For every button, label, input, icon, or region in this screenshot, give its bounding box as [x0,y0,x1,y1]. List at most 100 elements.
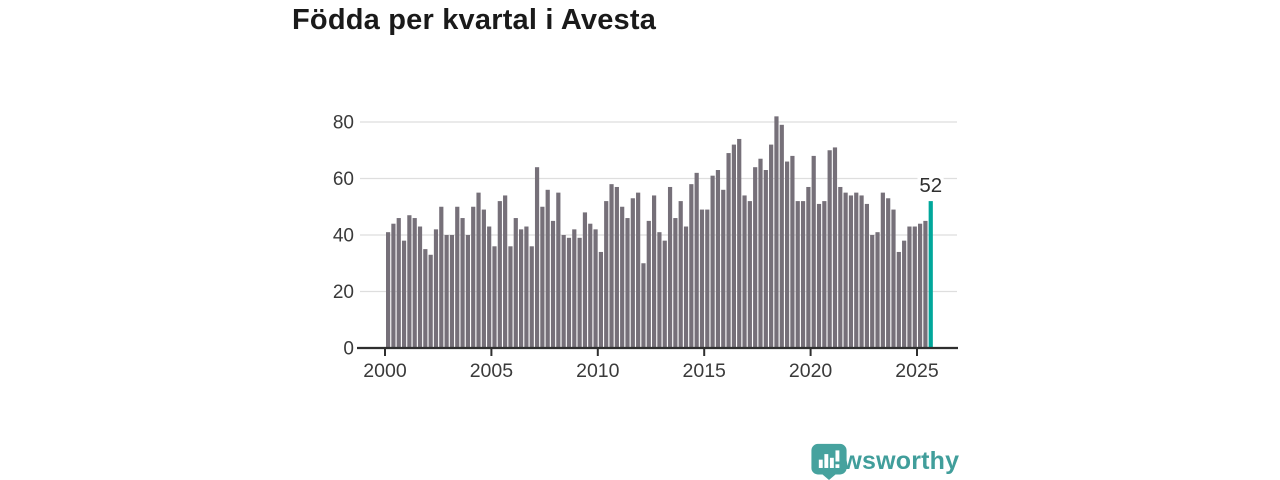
highlight-bar [928,201,933,348]
bar [657,232,662,349]
bar [481,209,486,348]
bar [614,186,619,348]
bar [886,198,891,348]
logo-exclamation-stem [835,450,840,462]
bar [731,144,736,348]
logo-bar-short [818,459,823,468]
bar [620,206,625,348]
bar [449,235,455,348]
bar [460,218,465,348]
bar [870,235,875,348]
bar [566,237,572,348]
y-tick-label-0: 0 [343,339,354,360]
bar [747,201,752,348]
bar [630,198,635,348]
y-tick-label-20: 20 [333,282,354,303]
bar [519,229,524,348]
bar [556,192,561,349]
y-tick-label-80: 80 [333,113,354,134]
bar [524,226,529,348]
bar [705,209,710,348]
bar [763,170,768,348]
bar [604,201,609,348]
highlight-value-label: 52 [919,174,942,197]
bar [636,192,641,349]
bar [455,206,460,348]
bar [769,144,774,348]
bar [545,189,550,348]
bar [577,237,582,348]
bar [912,226,917,348]
bar [572,229,577,348]
bar [673,218,678,348]
bar [896,251,901,348]
bar [492,246,497,348]
bar [710,175,715,348]
bar [854,192,859,349]
x-tick-label-2015: 2015 [683,360,727,382]
bar [902,240,907,348]
bar [407,215,412,348]
bar [609,184,614,348]
bar [923,220,928,349]
bar [694,172,699,348]
bar [907,226,912,348]
bar [550,220,556,349]
bar [758,158,763,348]
bar [832,147,838,348]
bar [790,155,795,348]
bar [806,186,811,348]
bar [875,232,880,349]
y-tick-label-40: 40 [333,226,354,247]
bar [428,254,433,348]
bar [689,184,694,348]
bar [476,192,481,349]
bar [848,195,854,348]
bar [880,192,885,349]
bar [588,223,593,348]
bar [582,212,588,348]
bar [721,189,726,348]
bar [822,201,827,348]
bar [843,192,848,349]
bar [662,240,667,348]
bar [401,240,407,348]
bar [417,226,423,348]
bar [641,263,646,348]
bar [678,201,683,348]
logo-bar-tall [824,454,829,468]
bar [423,249,428,349]
bar [652,195,657,348]
bar [918,223,923,348]
bar [800,201,806,348]
bar [465,235,470,348]
bar [503,195,508,348]
bar [386,232,391,349]
logo-exclamation-dot [835,464,840,468]
chart-title: Födda per kvartal i Avesta [292,4,657,36]
bar [699,209,705,348]
y-axis: 0 20 40 60 80 [333,113,354,360]
bar [540,206,545,348]
bar [779,124,784,348]
x-tick-label-2010: 2010 [576,360,620,382]
bar [471,206,476,348]
bar [753,167,758,348]
bar [513,218,518,348]
x-tick-label-2005: 2005 [470,360,514,382]
bar [683,226,689,348]
bar [625,218,630,348]
bar [646,220,651,349]
bar [444,235,449,348]
bar [891,209,896,348]
bar [667,186,673,348]
bar [439,206,444,348]
x-tick-label-2025: 2025 [895,360,939,382]
bar [529,246,534,348]
x-tick-label-2000: 2000 [363,360,407,382]
bar [497,201,502,348]
bar [561,235,566,348]
bar [508,246,513,348]
bar [715,170,721,348]
